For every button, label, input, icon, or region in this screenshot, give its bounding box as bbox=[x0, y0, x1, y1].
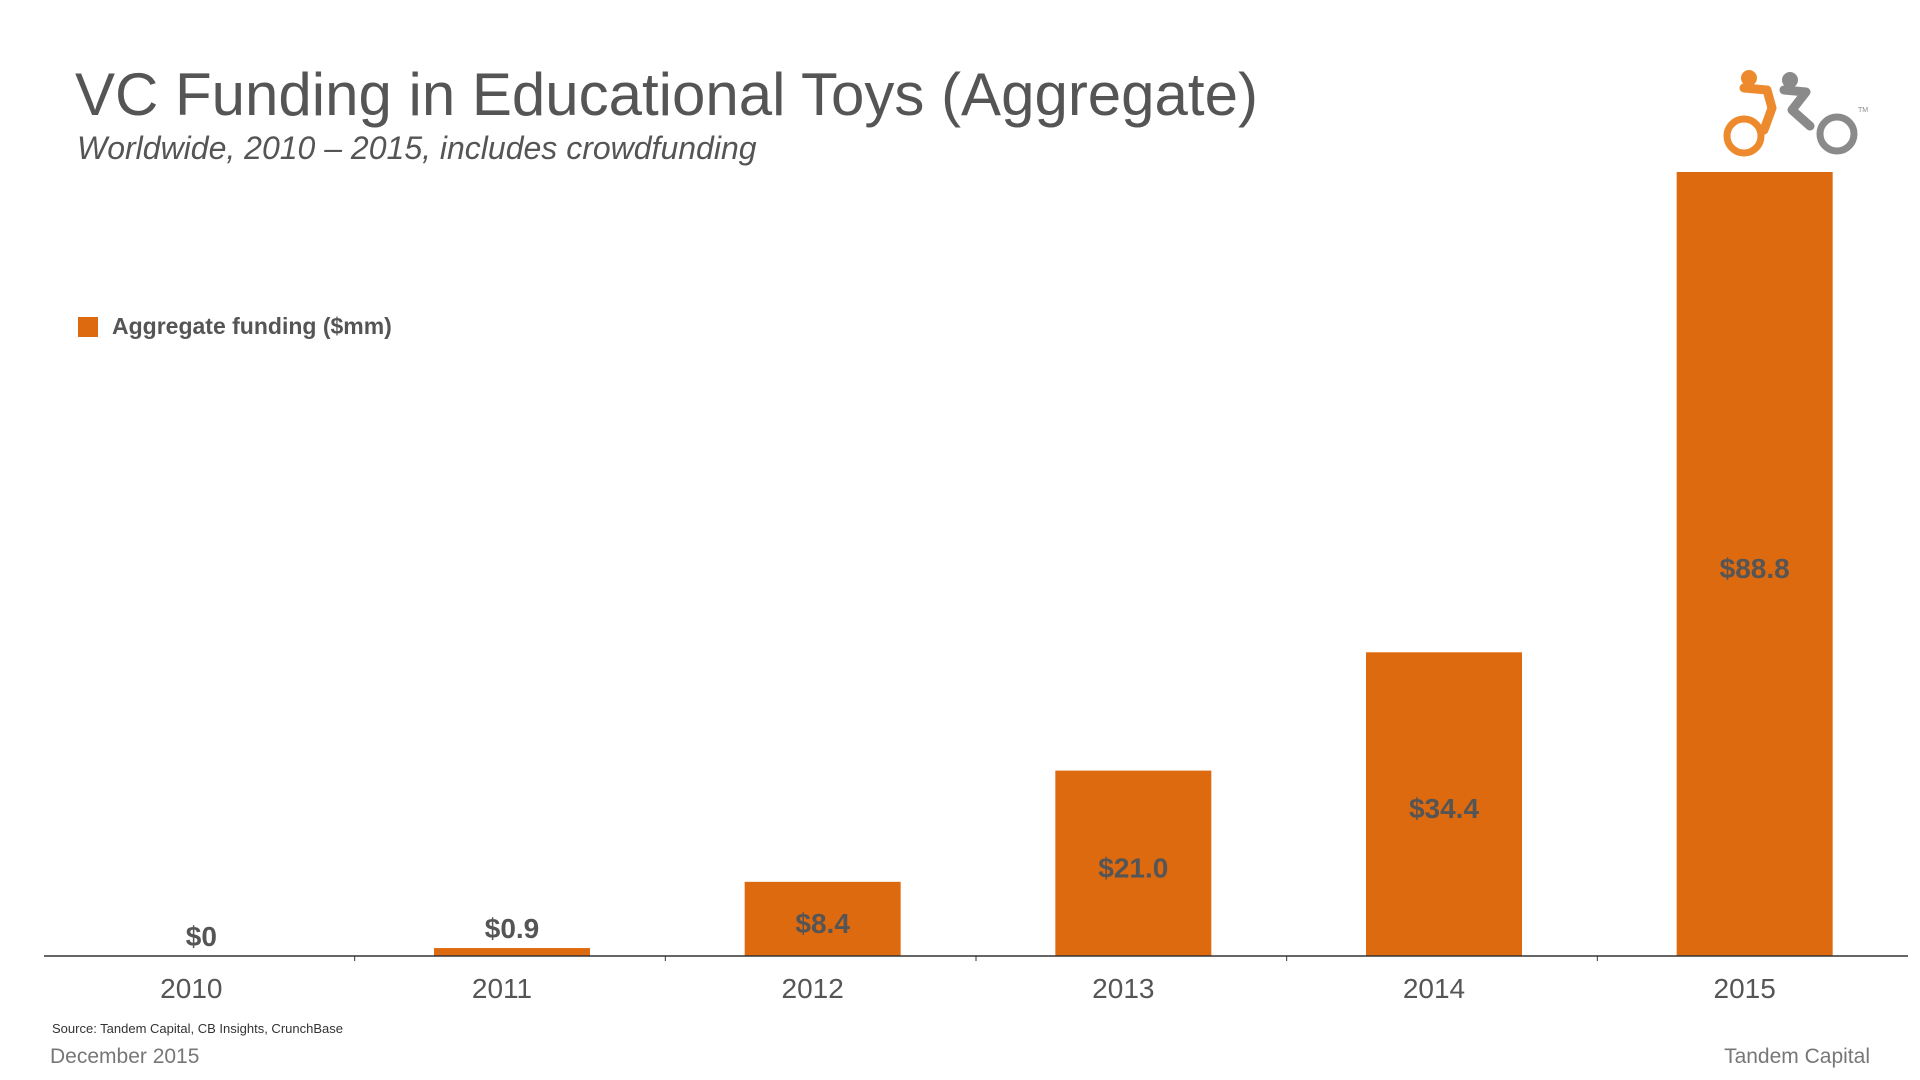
tandem-bicycle-icon bbox=[1723, 70, 1858, 157]
legend-label: Aggregate funding ($mm) bbox=[112, 313, 392, 339]
back-rider-body bbox=[1779, 85, 1815, 131]
legend-swatch bbox=[78, 316, 98, 337]
x-tick-label: 2013 bbox=[1092, 973, 1154, 1004]
x-tick-label: 2015 bbox=[1714, 973, 1776, 1004]
x-tick-label: 2011 bbox=[472, 973, 532, 1004]
data-label: $8.4 bbox=[795, 908, 850, 939]
data-label: $21.0 bbox=[1098, 852, 1168, 883]
data-label: $0.9 bbox=[485, 913, 540, 944]
bar-2011 bbox=[434, 948, 590, 956]
bar-2013 bbox=[1055, 770, 1212, 956]
bar-2015 bbox=[1676, 172, 1833, 956]
data-label: $0 bbox=[186, 921, 217, 952]
chart-legend: Aggregate funding ($mm) bbox=[78, 313, 392, 340]
front-wheel bbox=[1723, 115, 1765, 157]
data-label: $88.8 bbox=[1720, 553, 1790, 584]
back-rider-head bbox=[1782, 72, 1798, 88]
bar-2012 bbox=[744, 881, 901, 956]
trademark-text: TM bbox=[1858, 107, 1868, 114]
chart-subtitle: Worldwide, 2010 – 2015, includes crowdfu… bbox=[77, 130, 757, 166]
footer-date: December 2015 bbox=[50, 1045, 200, 1068]
front-rider-head bbox=[1741, 70, 1757, 86]
data-label: $34.4 bbox=[1409, 793, 1479, 824]
bar-2014 bbox=[1366, 652, 1522, 956]
back-wheel bbox=[1816, 113, 1858, 155]
footer-company: Tandem Capital bbox=[1724, 1045, 1870, 1068]
source-note: Source: Tandem Capital, CB Insights, Cru… bbox=[52, 1021, 343, 1036]
x-tick-label: 2014 bbox=[1403, 973, 1465, 1004]
x-tick-label: 2010 bbox=[160, 973, 222, 1004]
tandem-bicycle-logo: TM bbox=[1723, 70, 1868, 157]
front-rider-body bbox=[1739, 83, 1777, 135]
chart-title: VC Funding in Educational Toys (Aggregat… bbox=[75, 61, 1258, 128]
x-tick-label: 2012 bbox=[782, 973, 844, 1004]
